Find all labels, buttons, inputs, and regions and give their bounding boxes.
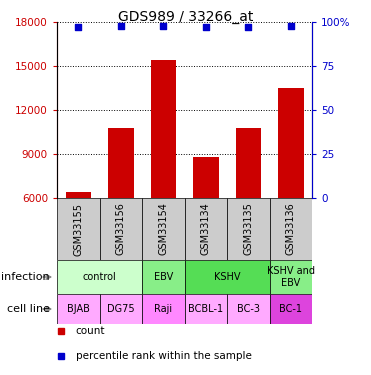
Text: BCBL-1: BCBL-1: [188, 304, 223, 314]
Text: GSM33154: GSM33154: [158, 202, 168, 255]
Text: KSHV and
EBV: KSHV and EBV: [267, 266, 315, 288]
Bar: [227, 294, 269, 324]
Point: [75, 24, 81, 30]
Text: count: count: [76, 326, 105, 336]
Text: GSM33136: GSM33136: [286, 202, 296, 255]
Bar: [142, 260, 184, 294]
Bar: [142, 198, 184, 260]
Text: BC-1: BC-1: [279, 304, 302, 314]
Text: GSM33134: GSM33134: [201, 202, 211, 255]
Bar: [142, 294, 184, 324]
Bar: [269, 260, 312, 294]
Text: GSM33135: GSM33135: [243, 202, 253, 255]
Bar: [227, 198, 269, 260]
Point: [288, 22, 294, 28]
Text: GSM33155: GSM33155: [73, 202, 83, 255]
Point: [245, 24, 251, 30]
Text: EBV: EBV: [154, 272, 173, 282]
Text: percentile rank within the sample: percentile rank within the sample: [76, 351, 252, 361]
Point: [118, 22, 124, 28]
Bar: [184, 294, 227, 324]
Bar: [99, 198, 142, 260]
Text: GDS989 / 33266_at: GDS989 / 33266_at: [118, 10, 253, 24]
Bar: [269, 294, 312, 324]
Bar: [151, 60, 176, 286]
Text: DG75: DG75: [107, 304, 135, 314]
Point: [160, 22, 166, 28]
Bar: [99, 294, 142, 324]
Bar: [57, 294, 99, 324]
Bar: [193, 157, 219, 286]
Bar: [269, 198, 312, 260]
Text: cell line: cell line: [7, 304, 53, 314]
Text: Raji: Raji: [154, 304, 172, 314]
Text: BJAB: BJAB: [67, 304, 90, 314]
Bar: [184, 260, 269, 294]
Bar: [236, 128, 261, 286]
Bar: [278, 88, 303, 286]
Bar: [57, 260, 142, 294]
Text: infection: infection: [1, 272, 53, 282]
Bar: [108, 128, 134, 286]
Text: BC-3: BC-3: [237, 304, 260, 314]
Point: [203, 24, 209, 30]
Text: control: control: [83, 272, 116, 282]
Text: GSM33156: GSM33156: [116, 202, 126, 255]
Bar: [184, 198, 227, 260]
Text: KSHV: KSHV: [214, 272, 240, 282]
Bar: [66, 192, 91, 286]
Bar: [57, 198, 99, 260]
